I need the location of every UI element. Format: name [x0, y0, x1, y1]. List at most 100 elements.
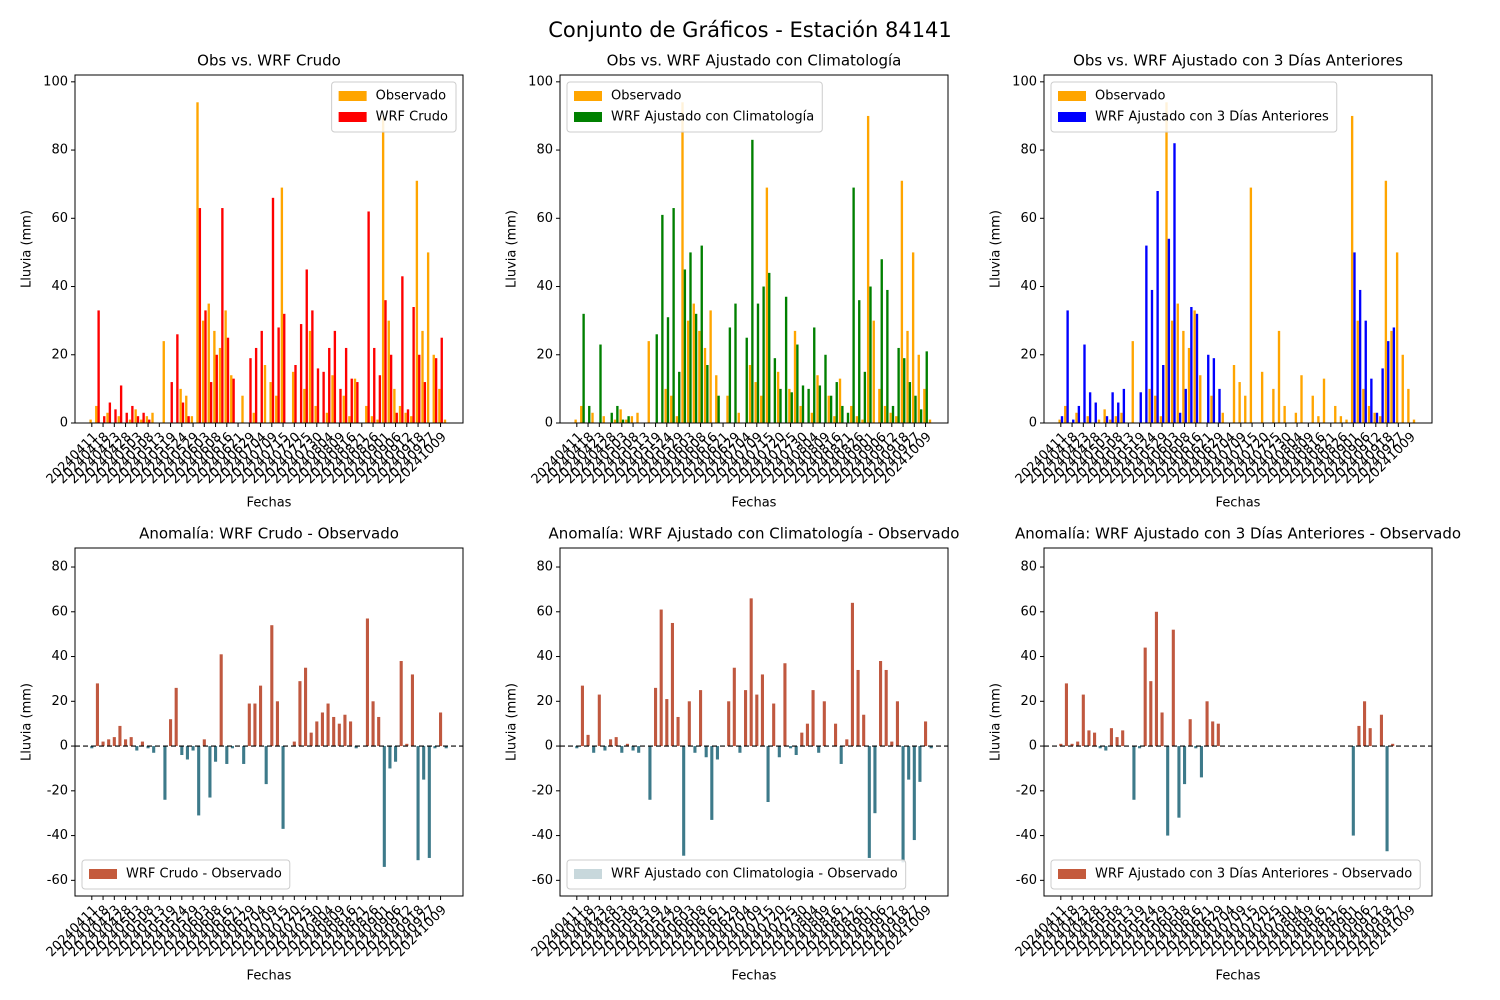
bar	[365, 618, 369, 747]
bar	[829, 395, 833, 423]
bar	[219, 654, 223, 747]
y-tick-label: 0	[1029, 739, 1037, 754]
bar	[415, 180, 419, 423]
bar	[418, 354, 421, 423]
bar	[1103, 409, 1106, 423]
bar	[911, 252, 915, 423]
x-axis-label: Fechas	[732, 496, 777, 511]
bar	[670, 395, 673, 423]
subplot-title: Anomalía: WRF Crudo - Observado	[139, 525, 399, 543]
bar	[331, 375, 334, 423]
bar	[861, 419, 864, 423]
y-axis-label: Lluvia (mm)	[989, 683, 1004, 761]
legend-swatch	[574, 869, 602, 879]
bar	[131, 405, 134, 423]
bar	[326, 703, 330, 747]
bar	[275, 701, 279, 747]
bar	[1145, 245, 1148, 423]
legend: WRF Ajustado con 3 Días Anteriores - Obs…	[1050, 859, 1421, 890]
bar	[1170, 320, 1174, 423]
bar	[1143, 647, 1147, 747]
bar	[661, 214, 664, 423]
bar	[119, 385, 123, 423]
y-axis-label: Lluvia (mm)	[505, 210, 520, 288]
bar	[586, 734, 590, 747]
bar	[807, 388, 810, 423]
bar	[1207, 354, 1210, 423]
bar	[1311, 395, 1314, 423]
bar	[768, 272, 771, 423]
bar	[196, 102, 199, 423]
bar	[744, 690, 748, 747]
bar	[582, 313, 585, 423]
bar	[214, 746, 218, 762]
bar	[790, 392, 793, 423]
subplot: Anomalía: WRF Ajustado con 3 Días Anteri…	[989, 525, 1462, 984]
bar	[620, 746, 624, 753]
bar	[134, 409, 137, 423]
bar	[112, 737, 116, 747]
bar	[1205, 701, 1209, 747]
bar	[1162, 365, 1165, 423]
bar	[1171, 629, 1175, 747]
bar	[176, 334, 179, 423]
bar	[337, 723, 341, 747]
bar	[675, 416, 679, 423]
bar	[1105, 416, 1109, 423]
legend-swatch	[574, 91, 602, 101]
bar	[1132, 746, 1136, 800]
bar	[689, 252, 692, 423]
bar	[728, 327, 732, 423]
bar	[348, 416, 351, 423]
bar	[393, 388, 396, 423]
bar	[676, 716, 680, 747]
bar	[1249, 187, 1253, 423]
bar	[816, 375, 819, 423]
bar	[783, 663, 787, 747]
bar	[745, 337, 748, 423]
bar	[377, 716, 381, 747]
bar	[1238, 382, 1241, 423]
bar	[1283, 405, 1286, 423]
bar	[734, 303, 737, 423]
bar	[630, 416, 634, 423]
bar	[796, 344, 799, 423]
bar	[891, 405, 895, 423]
bar	[371, 701, 375, 747]
bar	[687, 701, 691, 747]
bar	[928, 419, 932, 423]
bar	[627, 416, 630, 423]
bar	[833, 416, 836, 423]
bar	[412, 307, 415, 423]
bar	[322, 371, 325, 423]
legend-label: Observado	[1095, 89, 1166, 104]
bar	[1345, 419, 1348, 423]
y-tick-label: -40	[47, 828, 68, 843]
bar	[762, 286, 765, 423]
bar	[772, 703, 776, 747]
bar	[1367, 405, 1371, 423]
bar	[152, 746, 156, 753]
legend-swatch	[1058, 91, 1086, 101]
bar	[610, 412, 613, 423]
bar	[354, 746, 358, 749]
bar	[247, 703, 251, 747]
y-tick-label: 20	[51, 694, 68, 709]
bar	[89, 419, 92, 423]
bar	[332, 716, 336, 747]
y-tick-label: 60	[1020, 604, 1037, 619]
x-axis-label: Fechas	[247, 496, 292, 511]
bar	[432, 354, 435, 423]
bar	[1353, 252, 1356, 423]
bar	[281, 746, 285, 829]
bar	[191, 746, 195, 751]
y-tick-label: -60	[1016, 873, 1037, 888]
y-axis-label: Lluvia (mm)	[989, 210, 1004, 288]
bar	[1093, 732, 1097, 747]
bar	[591, 412, 594, 423]
y-tick-label: 60	[51, 604, 68, 619]
bar	[1159, 416, 1163, 423]
y-tick-label: 20	[51, 347, 68, 362]
bar	[185, 746, 189, 760]
legend-swatch	[338, 112, 367, 122]
